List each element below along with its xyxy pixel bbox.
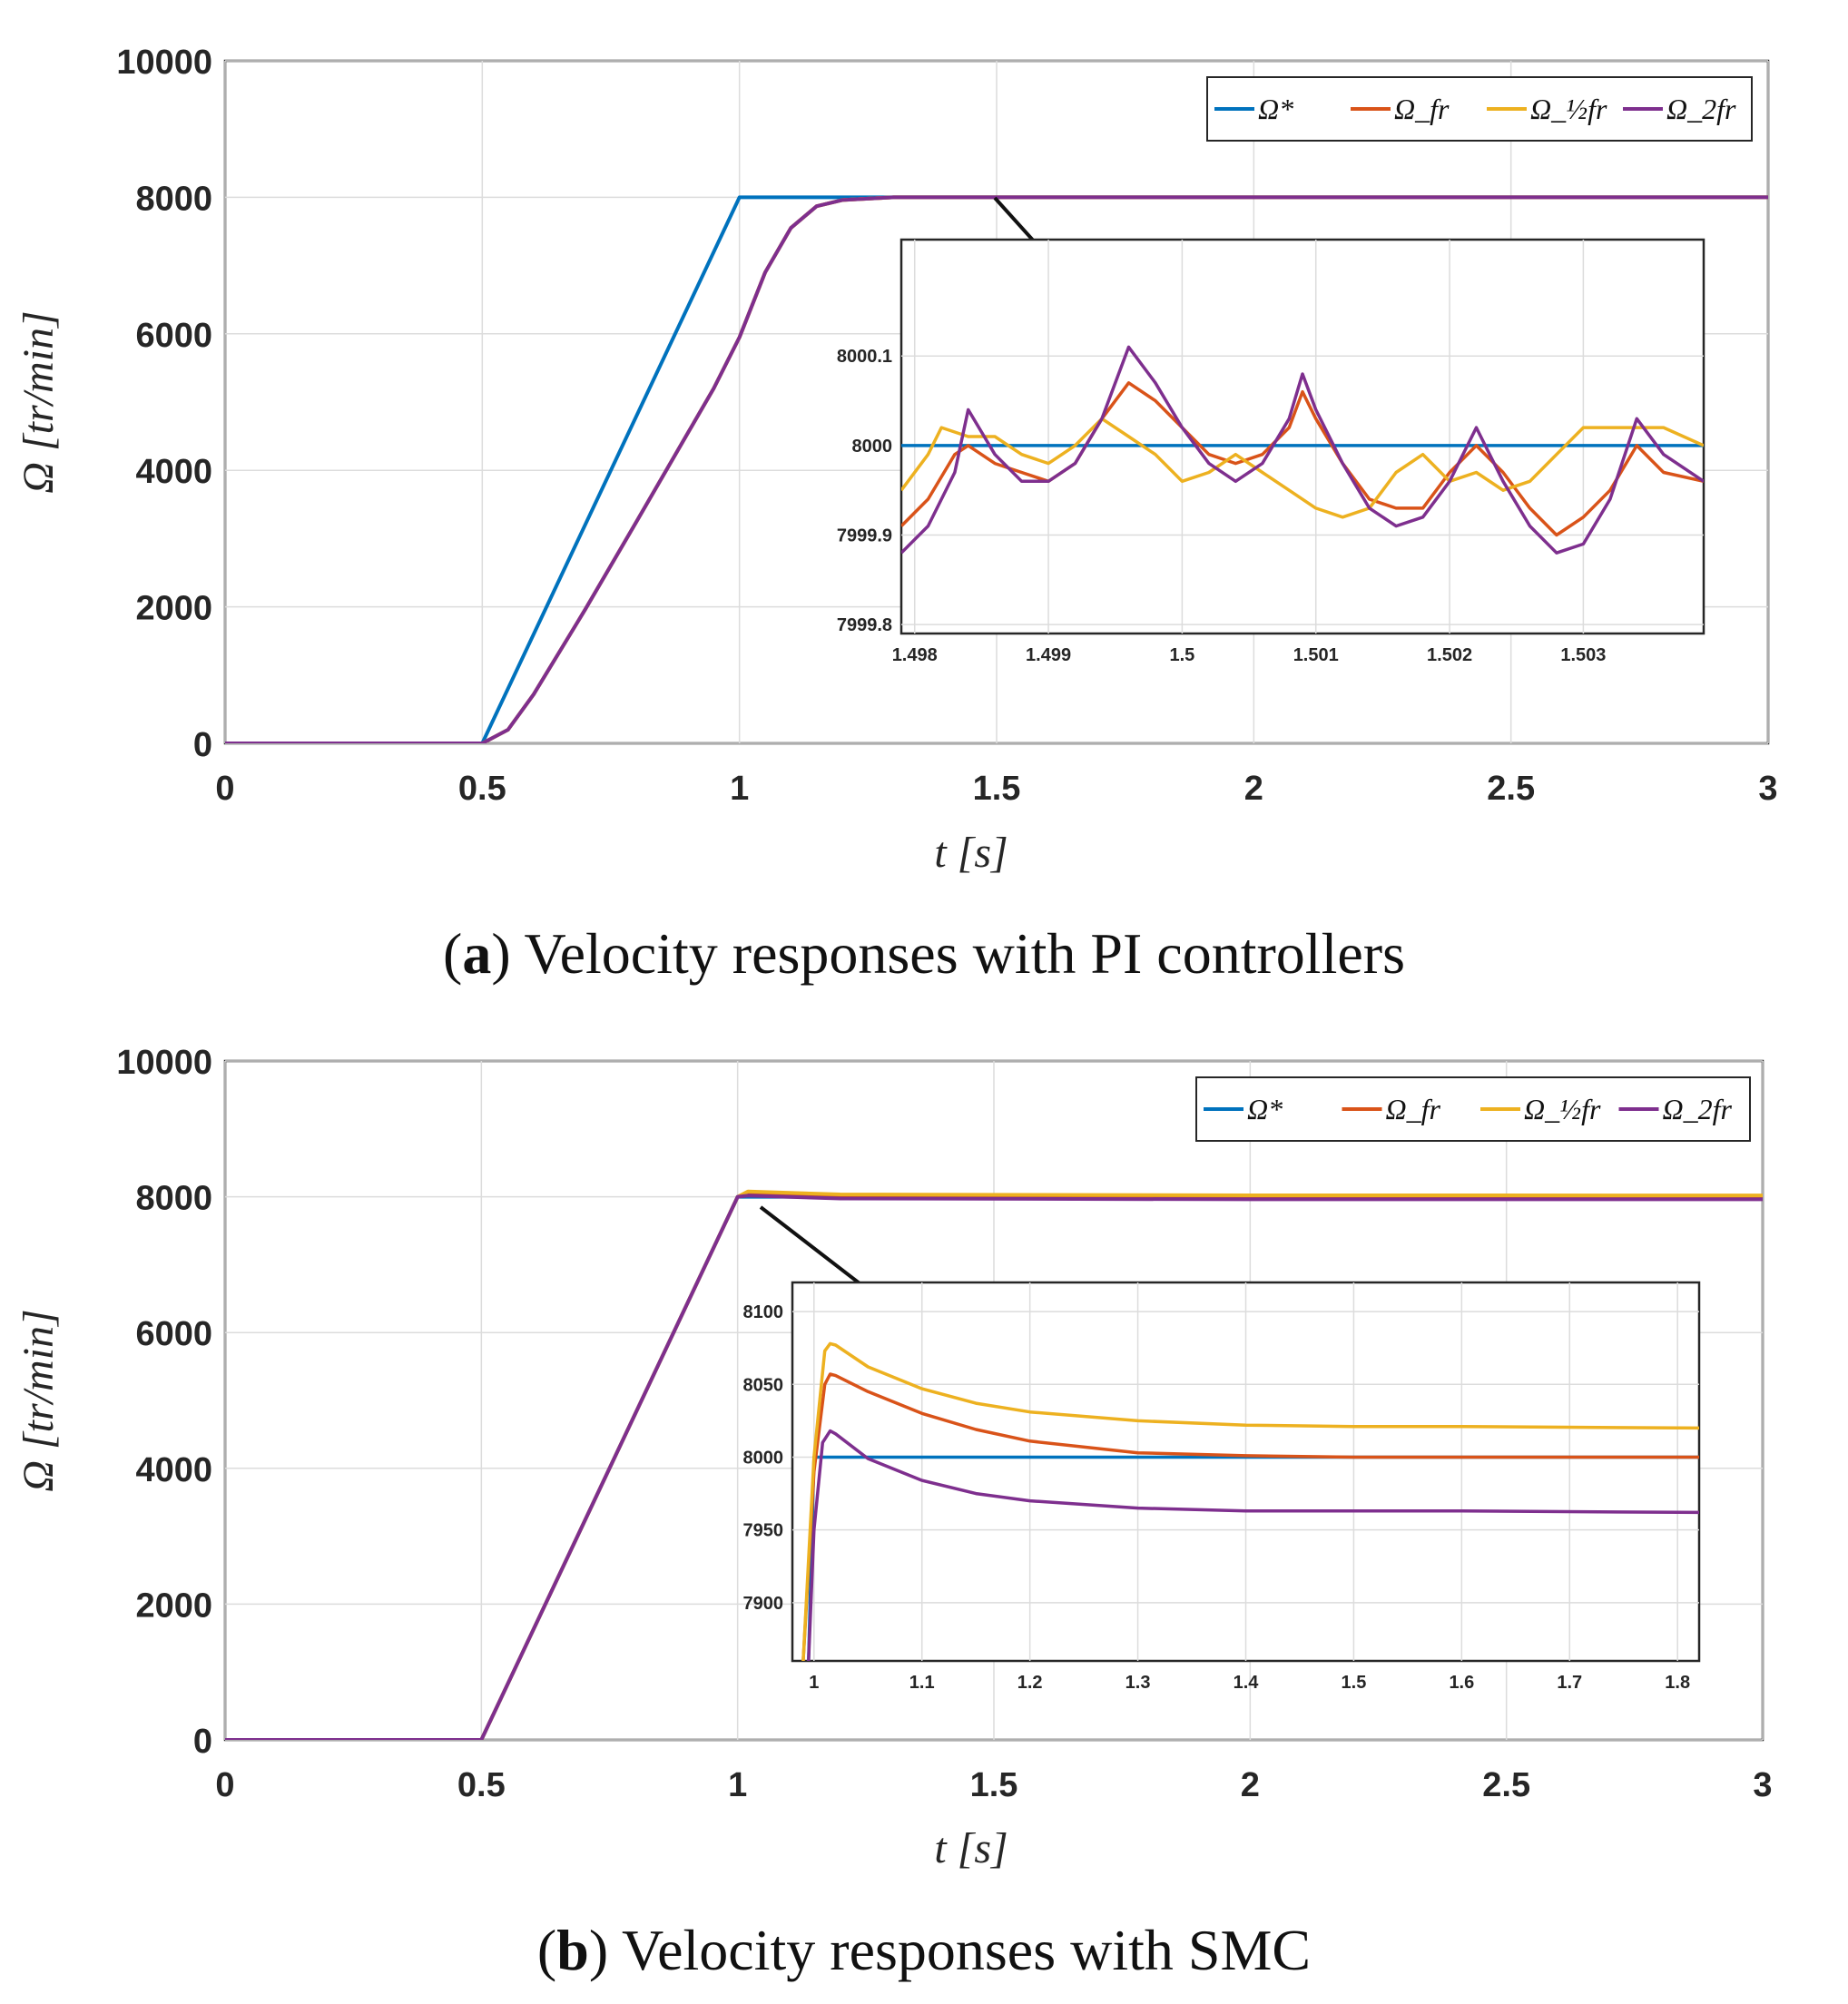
panel-a-legend: Ω* Ω_fr Ω_½fr Ω_2fr (1206, 76, 1753, 142)
panel-a-inset-ytick-label: 8000 (852, 437, 893, 457)
panel-b-ytick-label: 2000 (135, 1586, 212, 1625)
panel-a-xtick-label: 2.5 (1487, 770, 1535, 808)
panel-a-inset-xtick-label: 1.499 (1026, 645, 1071, 665)
panel-b-ytick-label: 10000 (116, 1044, 212, 1082)
panel-b-inset-ytick-label: 8100 (743, 1302, 784, 1322)
panel-a-inset-ytick-label: 7999.8 (837, 615, 892, 635)
panel-b-inset-series-line (807, 1429, 1699, 1661)
panel-a-inset-xtick-label: 1.498 (892, 645, 938, 665)
panel-a-chart: 0 0.5 1 1.5 2 2.5 3 0 2000 4000 6000 8000 10000 t [… (15, 44, 1778, 986)
panel-b-inset-xtick-label: 1.3 (1126, 1673, 1151, 1693)
panel-a-caption-text: ) Velocity responses with PI controllers (491, 921, 1405, 986)
panel-b-chart: 0 0.5 1 1.5 2 2.5 3 0 2000 4000 6000 8000 10000 t [… (15, 1044, 1773, 1982)
panel-b-legend-label: Ω_fr (1386, 1093, 1441, 1125)
panel-a-xtick-label: 0 (215, 770, 234, 808)
panel-b-ytick-label: 4000 (135, 1451, 212, 1489)
panel-b-legend-label: Ω* (1247, 1093, 1283, 1125)
panel-b-inset-xtick-label: 1 (809, 1673, 819, 1693)
panel-a-inset-xtick-label: 1.5 (1169, 645, 1194, 665)
panel-a-legend-label: Ω_fr (1394, 93, 1450, 125)
panel-a-xtick-label: 1 (730, 770, 749, 808)
panel-b-ytick-label: 0 (193, 1723, 212, 1761)
panel-b-caption-letter: b (556, 1918, 589, 1982)
panel-b-inset-xtick-label: 1.5 (1342, 1673, 1367, 1693)
panel-b-inset-xtick-label: 1.4 (1234, 1673, 1260, 1693)
panel-b-caption-open: ( (537, 1918, 556, 1982)
panel-b-series-line (225, 1189, 1763, 1740)
panel-b-inset: 1 1.1 1.2 1.3 1.4 1.5 1.6 1.7 1.8 7900 7950 8000 80… (743, 1281, 1701, 1693)
panel-a-caption-letter: a (462, 921, 491, 986)
panel-a-caption: (a) Velocity responses with PI controlle… (443, 921, 1405, 986)
panel-a-legend-label: Ω_½fr (1530, 93, 1607, 125)
panel-b-xtick-label: 1.5 (970, 1766, 1018, 1804)
panel-a-ytick-label: 8000 (135, 180, 212, 218)
panel-a-inset-xtick-label: 1.503 (1560, 645, 1606, 665)
panel-a-ytick-label: 0 (193, 726, 212, 764)
panel-a-xtick-label: 3 (1758, 770, 1777, 808)
panel-b-inset-xtick-label: 1.1 (909, 1673, 935, 1693)
panel-b-inset-xtick-label: 1.6 (1449, 1673, 1474, 1693)
panel-b-inset-xtick-label: 1.8 (1665, 1673, 1690, 1693)
panel-a-inset-xtick-label: 1.501 (1293, 645, 1339, 665)
panel-b-xtick-label: 0 (215, 1766, 234, 1804)
panel-b-xtick-label: 3 (1753, 1766, 1772, 1804)
panel-b-inset-series-line (801, 1372, 1699, 1661)
panel-b-ytick-label: 6000 (135, 1315, 212, 1353)
panel-a-xtick-label: 0.5 (458, 770, 506, 808)
panel-a-inset-series-line (901, 417, 1704, 519)
panel-a-ytick-label: 4000 (135, 453, 212, 491)
panel-a-legend-label: Ω* (1258, 93, 1293, 125)
panel-a-series-line (225, 195, 1768, 743)
panel-b-series-line (225, 1194, 1763, 1740)
panel-b-inset-ytick-label: 8050 (743, 1375, 784, 1395)
panel-b-caption: (b) Velocity responses with SMC (537, 1918, 1311, 1982)
panel-a-legend-label: Ω_2fr (1666, 93, 1736, 125)
panel-b-xtick-label: 2.5 (1482, 1766, 1530, 1804)
panel-a-xtick-label: 2 (1244, 770, 1263, 808)
panel-b-legend-label: Ω_2fr (1663, 1093, 1733, 1125)
panel-b-inset-ytick-label: 8000 (743, 1448, 784, 1468)
panel-b-caption-text: ) Velocity responses with SMC (589, 1918, 1311, 1982)
panel-b-xtick-label: 1 (728, 1766, 747, 1804)
panel-b-inset-xtick-label: 1.2 (1017, 1673, 1043, 1693)
panel-b-inset-ytick-label: 7900 (743, 1594, 784, 1614)
panel-a-ytick-label: 10000 (116, 44, 212, 82)
panel-b-xtick-label: 0.5 (457, 1766, 506, 1804)
panel-b-inset-series-line (801, 1341, 1699, 1661)
panel-b-ylabel: Ω [tr/min] (15, 1309, 63, 1491)
panel-b-ytick-label: 8000 (135, 1180, 212, 1218)
panel-b-inset-ytick-label: 7950 (743, 1521, 784, 1541)
panel-a-inset-xtick-label: 1.502 (1427, 645, 1472, 665)
panel-b-legend-label: Ω_½fr (1524, 1093, 1601, 1125)
panel-b-xtick-label: 2 (1241, 1766, 1260, 1804)
panel-a-caption-open: ( (443, 921, 462, 986)
panel-a-inset-series-line (901, 345, 1704, 555)
panel-b-xlabel: t [s] (934, 1824, 1008, 1872)
panel-a-inset-frame (899, 238, 1705, 635)
panel-a-inset: 1.498 1.499 1.5 1.501 1.502 1.503 7999.8 7999.… (837, 238, 1705, 665)
panel-a-ylabel: Ω [tr/min] (15, 310, 63, 493)
panel-b-legend: Ω* Ω_fr Ω_½fr Ω_2fr (1195, 1076, 1751, 1142)
panel-a-ytick-label: 2000 (135, 590, 212, 628)
panel-a-inset-series-line (901, 381, 1704, 537)
panel-a-inset-ytick-label: 7999.9 (837, 526, 892, 546)
panel-a-ytick-label: 6000 (135, 317, 212, 355)
panel-a-xtick-label: 1.5 (973, 770, 1021, 808)
panel-a-inset-ytick-label: 8000.1 (837, 347, 892, 367)
panel-a-xlabel: t [s] (934, 829, 1008, 877)
panel-b-inset-xtick-label: 1.7 (1557, 1673, 1582, 1693)
